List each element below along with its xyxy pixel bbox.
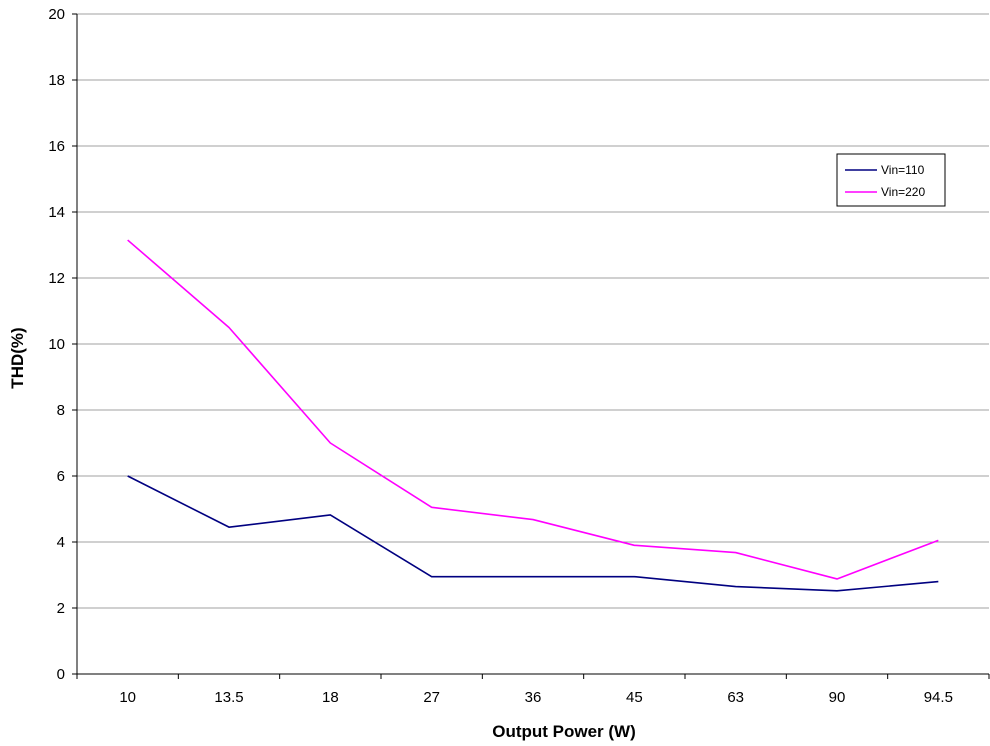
- y-tick-label: 18: [48, 72, 65, 89]
- y-tick-label: 16: [48, 138, 65, 155]
- x-tick-label: 18: [322, 689, 339, 706]
- gridlines: [77, 13, 989, 609]
- x-tick-label: 36: [525, 689, 542, 706]
- y-tick-label: 14: [48, 204, 65, 221]
- y-tick-label: 8: [57, 402, 65, 419]
- y-tick-label: 10: [48, 336, 65, 353]
- series-line-2: [127, 239, 939, 580]
- x-tick-label: 90: [829, 689, 846, 706]
- x-tick-label: 94.5: [924, 689, 953, 706]
- y-axis-ticks: 0 2 4 6 8 10 12 14 16 18 20: [48, 6, 77, 683]
- x-axis-title: Output Power (W): [492, 722, 636, 741]
- series-lines: [127, 239, 939, 592]
- y-tick-label: 2: [57, 600, 65, 617]
- x-tick-label: 13.5: [214, 689, 243, 706]
- series-line-1: [127, 475, 939, 592]
- x-tick-label: 27: [423, 689, 440, 706]
- legend-label-2: Vin=220: [881, 185, 925, 199]
- x-axis-ticks: 10 13.5 18 27 36 45 63 90 94.5: [76, 674, 990, 706]
- legend-box: [836, 153, 946, 207]
- legend-label-1: Vin=110: [881, 163, 925, 177]
- x-tick-label: 10: [119, 689, 136, 706]
- legend: Vin=110 Vin=220: [836, 153, 946, 207]
- x-tick-label: 63: [727, 689, 744, 706]
- y-tick-label: 20: [48, 6, 65, 23]
- y-axis-title: THD(%): [8, 327, 27, 388]
- y-tick-label: 6: [57, 468, 65, 485]
- y-tick-label: 0: [57, 666, 65, 683]
- x-tick-label: 45: [626, 689, 643, 706]
- y-tick-label: 12: [48, 270, 65, 287]
- y-tick-label: 4: [57, 534, 65, 551]
